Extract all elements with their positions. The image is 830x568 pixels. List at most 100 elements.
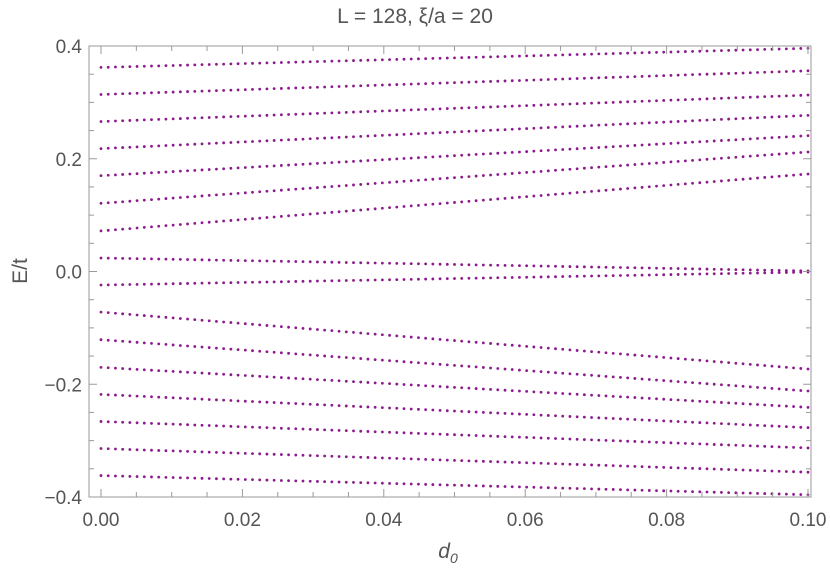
data-point	[352, 331, 355, 334]
data-point	[366, 261, 370, 265]
data-point	[777, 492, 781, 496]
data-point	[633, 75, 637, 78]
data-point	[777, 94, 781, 98]
data-point	[467, 410, 471, 414]
data-point	[417, 361, 420, 365]
data-point	[799, 69, 803, 73]
data-point	[243, 451, 247, 455]
data-point	[626, 163, 630, 167]
data-point	[207, 258, 211, 262]
data-point	[373, 58, 377, 62]
data-point	[178, 63, 182, 67]
data-point	[705, 49, 709, 53]
data-point	[323, 279, 327, 283]
data-point	[792, 366, 795, 370]
data-point	[777, 152, 781, 156]
data-point	[503, 367, 507, 371]
data-point	[359, 208, 363, 212]
data-point	[546, 193, 550, 197]
data-point	[546, 264, 550, 268]
data-point	[669, 120, 673, 124]
data-point	[186, 450, 189, 453]
data-point	[409, 82, 413, 86]
data-point	[691, 490, 694, 494]
data-point	[712, 400, 716, 404]
data-point	[395, 180, 399, 184]
data-point	[222, 141, 226, 145]
data-point	[561, 275, 565, 278]
series-11	[99, 338, 810, 393]
data-point	[142, 226, 146, 229]
data-point	[727, 49, 731, 52]
data-point	[770, 136, 774, 140]
data-point	[251, 217, 254, 221]
data-point	[597, 76, 601, 80]
data-point	[662, 142, 666, 146]
data-point	[438, 107, 442, 111]
data-point	[142, 314, 146, 317]
data-point	[352, 429, 355, 433]
data-point	[647, 440, 651, 444]
data-point	[489, 198, 492, 201]
data-point	[150, 171, 153, 175]
data-point	[539, 390, 543, 394]
data-point	[142, 421, 146, 425]
data-point	[236, 218, 240, 222]
data-point	[193, 281, 197, 285]
data-point	[489, 173, 492, 177]
data-point	[460, 483, 464, 487]
series-7	[99, 93, 810, 123]
data-point	[748, 71, 752, 75]
data-point	[525, 104, 529, 107]
data-point	[243, 62, 247, 65]
data-point	[467, 263, 471, 267]
data-point	[669, 160, 673, 164]
data-point	[251, 425, 254, 429]
data-point	[532, 126, 536, 130]
data-point	[633, 144, 637, 147]
data-point	[171, 343, 175, 347]
data-point	[590, 487, 593, 491]
data-point	[171, 223, 175, 227]
data-point	[438, 262, 442, 266]
data-point	[792, 425, 795, 429]
data-point	[222, 320, 226, 324]
data-point	[330, 329, 334, 333]
data-point	[106, 201, 110, 205]
data-point	[669, 398, 673, 401]
data-point	[619, 122, 622, 126]
data-point	[619, 395, 622, 399]
data-point	[272, 215, 276, 219]
data-point	[460, 339, 464, 343]
data-point	[316, 454, 319, 458]
data-point	[99, 93, 103, 96]
data-point	[474, 410, 478, 414]
data-point	[655, 99, 658, 103]
data-point	[590, 274, 593, 278]
data-point	[366, 278, 370, 282]
data-point	[510, 435, 514, 439]
data-point	[683, 441, 687, 445]
data-point	[215, 477, 218, 481]
data-point	[366, 58, 370, 62]
data-point	[619, 164, 622, 168]
data-point	[114, 447, 117, 451]
data-point	[178, 223, 182, 226]
data-point	[308, 402, 312, 406]
data-point	[352, 404, 355, 408]
data-point	[193, 195, 197, 198]
data-point	[676, 441, 680, 445]
data-point	[323, 211, 327, 215]
data-point	[236, 348, 240, 352]
data-point	[727, 443, 731, 447]
data-point	[200, 258, 204, 262]
data-point	[215, 193, 218, 197]
data-point	[272, 139, 276, 142]
data-point	[243, 280, 247, 284]
data-point	[157, 197, 161, 201]
data-point	[568, 486, 572, 490]
data-point	[676, 141, 680, 145]
data-point	[676, 160, 680, 163]
data-point	[344, 429, 348, 433]
data-point	[453, 277, 456, 280]
